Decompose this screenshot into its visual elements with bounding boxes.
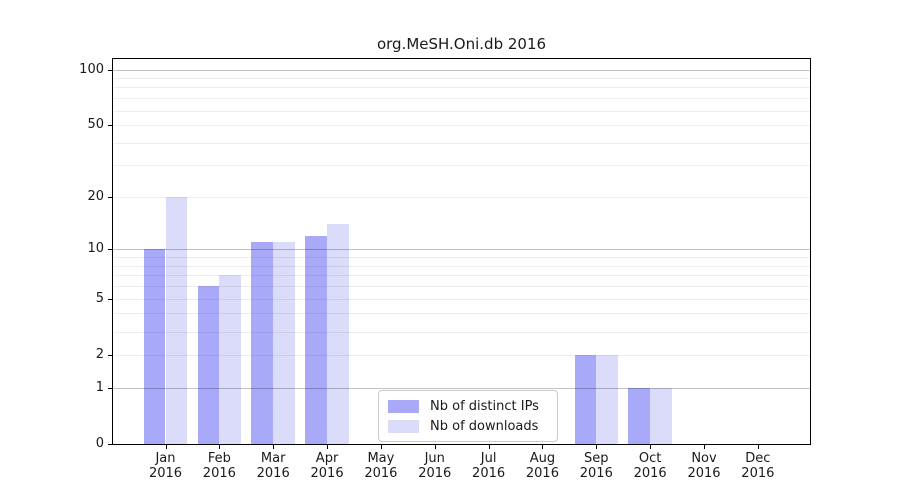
minor-gridline [113,197,810,198]
x-tick-label: Oct 2016 [618,451,682,481]
y-tick-label: 100 [79,61,104,77]
minor-gridline [113,87,810,89]
x-tick-month: Nov [691,451,717,466]
x-tick-month: Dec [745,451,771,466]
legend-item-distinct-ips: Nb of distinct IPs [388,397,548,415]
y-tick-mark [108,298,113,300]
legend-item-downloads: Nb of downloads [388,417,548,435]
x-tick-label: Dec 2016 [726,451,790,481]
bar-distinct-ips-feb [197,286,220,444]
x-tick-label: Jun 2016 [403,451,467,481]
x-tick-label: Jan 2016 [134,451,198,481]
x-tick-month: Mar [260,451,286,466]
legend-swatch-distinct-ips [388,399,419,413]
y-tick-label: 20 [87,189,104,204]
x-tick-label: Sep 2016 [564,451,628,481]
x-tick-year: 2016 [310,466,344,481]
x-tick-mark [542,445,544,449]
x-tick-mark [219,445,221,449]
x-tick-year: 2016 [256,466,290,481]
x-tick-mark [434,445,436,449]
minor-gridline [113,265,810,267]
bar-distinct-ips-oct [628,387,651,444]
x-tick-year: 2016 [148,466,183,481]
y-tick-mark [108,444,113,445]
x-tick-year: 2016 [633,466,667,481]
bar-downloads-apr [327,224,349,444]
y-tick-mark [108,69,113,71]
minor-gridline [113,275,810,277]
x-tick-mark [757,445,759,449]
legend-label-downloads: Nb of downloads [430,418,539,434]
y-tick-mark [108,197,113,198]
minor-gridline [113,257,810,259]
x-tick-mark [327,445,329,449]
bar-downloads-oct [650,387,672,444]
y-tick-mark [108,354,113,356]
bar-downloads-jan [165,197,188,444]
y-tick-label: 1 [95,379,104,395]
minor-gridline [113,142,810,144]
x-tick-mark [488,445,490,449]
x-tick-year: 2016 [418,466,452,481]
bar-distinct-ips-sep [574,354,597,444]
x-tick-label: Mar 2016 [241,451,305,481]
x-tick-month: Sep [584,451,609,466]
x-tick-mark [704,445,705,449]
x-tick-month: Jul [480,451,497,466]
bar-downloads-sep [596,354,619,444]
x-tick-mark [596,445,598,449]
chart-title: org.MeSH.Oni.db 2016 [376,35,547,53]
x-tick-mark [273,445,275,449]
x-tick-year: 2016 [525,466,559,481]
plot-area [113,59,810,444]
x-tick-mark [165,445,167,449]
major-gridline [113,69,810,71]
minor-gridline [113,125,810,127]
x-tick-year: 2016 [687,466,721,481]
minor-gridline [113,98,810,100]
y-tick-label: 10 [87,241,104,257]
bar-downloads-mar [273,242,295,444]
x-tick-label: Aug 2016 [510,451,574,481]
x-tick-label: May 2016 [349,451,413,481]
x-tick-month: Jan [155,451,176,466]
x-tick-month: Aug [529,451,556,466]
x-tick-month: May [367,451,395,466]
x-tick-year: 2016 [579,466,613,481]
x-tick-mark [650,445,652,449]
y-tick-label: 0 [95,436,104,451]
bar-distinct-ips-mar [251,242,274,444]
x-tick-label: Apr 2016 [295,451,359,481]
x-tick-year: 2016 [202,466,236,481]
x-tick-month: Apr [315,451,339,466]
major-gridline [113,249,810,251]
x-tick-label: Nov 2016 [672,451,736,481]
y-tick-label: 5 [95,290,104,306]
x-tick-label: Feb 2016 [187,451,251,481]
y-tick-mark [108,387,113,389]
minor-gridline [113,78,810,80]
x-tick-month: Jun [424,451,445,466]
y-tick-label: 50 [87,117,104,133]
legend-swatch-downloads [388,419,419,433]
bar-downloads-feb [219,275,242,444]
x-tick-month: Oct [638,451,662,466]
y-tick-mark [108,249,113,251]
x-tick-month: Feb [207,451,231,466]
legend-label-distinct-ips: Nb of distinct IPs [430,398,539,414]
minor-gridline [113,165,810,167]
x-tick-year: 2016 [364,466,398,481]
x-tick-year: 2016 [741,466,775,481]
y-tick-label: 2 [95,346,104,362]
bar-distinct-ips-apr [305,235,328,444]
y-tick-mark [108,125,113,127]
bar-distinct-ips-jan [143,249,166,444]
x-tick-mark [380,445,382,449]
legend: Nb of distinct IPs Nb of downloads [378,390,558,442]
x-tick-year: 2016 [472,466,506,481]
minor-gridline [113,110,810,112]
x-tick-label: Jul 2016 [457,451,521,481]
